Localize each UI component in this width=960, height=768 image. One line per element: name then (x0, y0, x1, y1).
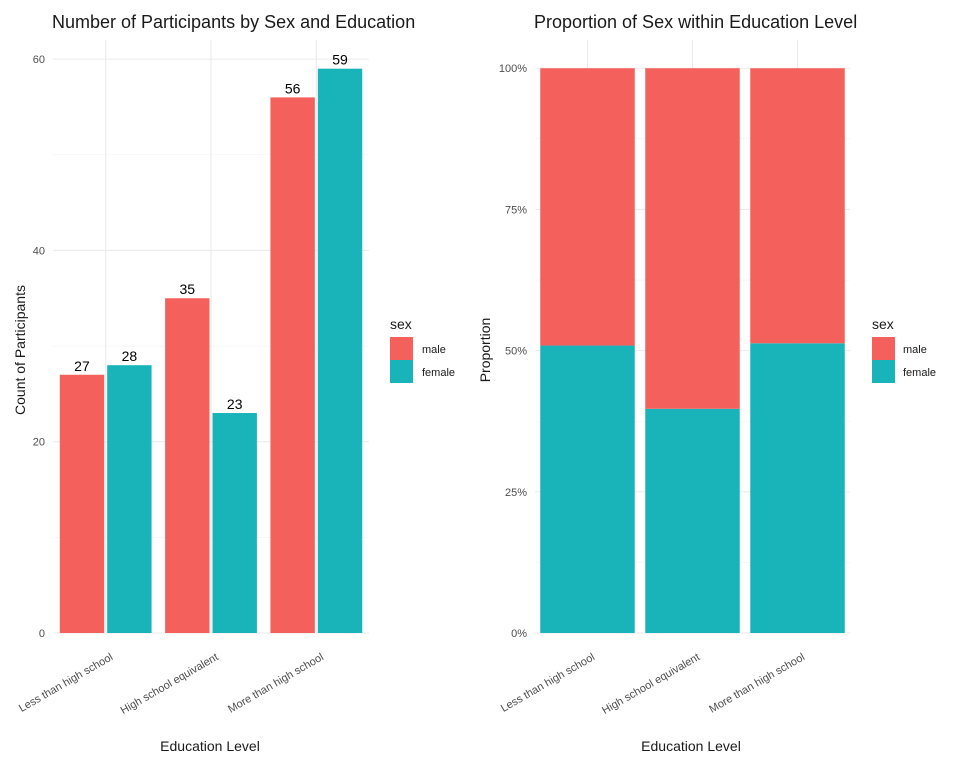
count-chart: 27 28 35 23 56 59 0 20 40 60 Less than high scho… (12, 12, 455, 754)
count-chart-legend-key-male (390, 337, 413, 360)
proportion-chart-legend: sex male female (872, 316, 936, 383)
bar-female-high-school-equivalent (645, 408, 740, 633)
proportion-chart-y-tick-label: 0% (511, 628, 527, 640)
proportion-chart-y-tick-label: 100% (499, 63, 527, 75)
proportion-chart-y-tick-label: 50% (505, 346, 527, 358)
proportion-chart-x-tick-label-less-than-high-school: Less than high school (499, 651, 597, 715)
bar-label-male-high-school-equivalent: 35 (180, 281, 196, 297)
proportion-chart-legend-title: sex (872, 316, 894, 332)
proportion-chart-x-tick-label-more-than-high-school: More than high school (707, 651, 807, 716)
count-chart-y-tick-label: 60 (33, 54, 45, 66)
count-chart-bars (59, 68, 363, 634)
bar-female-more-than-high-school (317, 68, 363, 634)
bar-label-female-high-school-equivalent: 23 (227, 396, 243, 412)
bar-male-more-than-high-school (750, 68, 845, 344)
count-chart-x-tick-label-more-than-high-school: More than high school (226, 651, 326, 716)
bar-label-male-less-than-high-school: 27 (74, 358, 90, 374)
count-chart-x-axis-title: Education Level (160, 738, 260, 754)
proportion-chart-legend-key-female (872, 360, 895, 383)
bar-male-more-than-high-school (270, 97, 315, 634)
proportion-chart-x-tick-label-high-school-equivalent: High school equivalent (600, 651, 702, 717)
count-chart-x-ticks: Less than high school High school equival… (17, 651, 326, 717)
count-chart-x-tick-label-less-than-high-school: Less than high school (17, 651, 115, 715)
count-chart-y-axis-title: Count of Participants (12, 285, 28, 415)
count-chart-x-tick-label-high-school-equivalent: High school equivalent (119, 651, 221, 717)
proportion-chart-x-axis-title: Education Level (641, 738, 741, 754)
bar-label-male-more-than-high-school: 56 (285, 80, 301, 96)
proportion-chart-bars (540, 68, 845, 633)
bar-female-more-than-high-school (750, 343, 845, 633)
proportion-chart-y-tick-label: 25% (505, 487, 527, 499)
count-chart-legend-key-female (390, 360, 413, 383)
bar-female-high-school-equivalent (212, 413, 257, 633)
count-chart-gridlines (53, 40, 369, 634)
proportion-chart-y-axis-title: Proportion (477, 318, 493, 383)
bar-female-less-than-high-school (540, 345, 635, 633)
count-chart-y-tick-label: 20 (33, 437, 45, 449)
proportion-chart-x-ticks: Less than high school High school equival… (499, 651, 807, 717)
proportion-chart-y-ticks: 0% 25% 50% 75% 100% (499, 63, 527, 640)
count-chart-legend-title: sex (390, 316, 412, 332)
bar-label-female-more-than-high-school: 59 (332, 52, 348, 68)
count-chart-legend-label-female: female (422, 367, 455, 379)
bar-label-female-less-than-high-school: 28 (122, 348, 138, 364)
proportion-chart-title: Proportion of Sex within Education Level (534, 12, 857, 32)
proportion-chart-y-tick-label: 75% (505, 204, 527, 216)
count-chart-y-tick-label: 40 (33, 245, 45, 257)
bar-male-high-school-equivalent (165, 298, 210, 633)
bar-male-less-than-high-school (59, 374, 105, 633)
count-chart-y-tick-label: 0 (39, 628, 45, 640)
proportion-chart: 0% 25% 50% 75% 100% Less than high school Hig… (477, 12, 936, 754)
proportion-chart-legend-label-female: female (903, 367, 936, 379)
bar-male-high-school-equivalent (645, 68, 740, 409)
bar-male-less-than-high-school (540, 68, 635, 346)
proportion-chart-legend-key-male (872, 337, 895, 360)
count-chart-legend: sex male female (390, 316, 455, 383)
bar-female-less-than-high-school (107, 365, 152, 633)
count-chart-bar-labels: 27 28 35 23 56 59 (74, 52, 348, 412)
count-chart-title: Number of Participants by Sex and Educat… (52, 12, 415, 32)
count-chart-legend-label-male: male (422, 344, 446, 356)
count-chart-y-ticks: 0 20 40 60 (33, 54, 45, 640)
proportion-chart-legend-label-male: male (903, 344, 927, 356)
